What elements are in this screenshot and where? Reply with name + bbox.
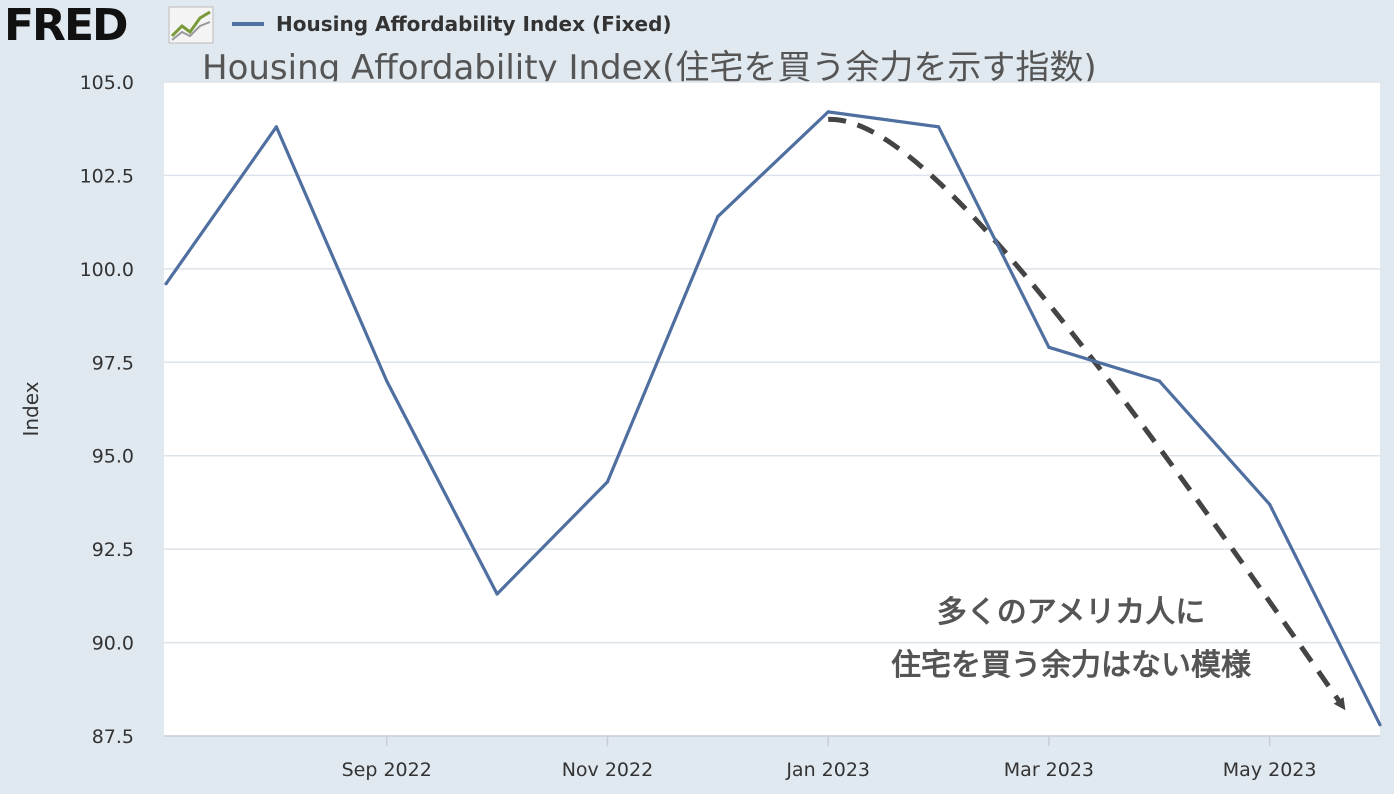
x-tick-label: Nov 2022 [562, 759, 653, 781]
x-tick-label: Mar 2023 [1004, 759, 1094, 781]
data-point [495, 592, 499, 596]
data-point [164, 282, 168, 286]
x-tick-label: Sep 2022 [342, 759, 432, 781]
data-point [1157, 379, 1161, 383]
fred-logo[interactable]: FRED [4, 0, 129, 51]
data-point [385, 379, 389, 383]
data-point [1268, 502, 1272, 506]
y-tick-label: 87.5 [92, 726, 134, 748]
data-point [1378, 723, 1382, 727]
y-tick-label: 92.5 [92, 539, 134, 561]
y-tick-label: 90.0 [92, 633, 134, 655]
annotation-line-2: 住宅を買う余力はない模様 [891, 648, 1252, 683]
annotation-line-1: 多くのアメリカ人に [937, 595, 1206, 630]
plot-area [164, 82, 1380, 736]
x-tick-label: Jan 2023 [785, 759, 870, 781]
y-tick-label: 102.5 [80, 165, 134, 187]
data-point [274, 125, 278, 129]
data-point [605, 480, 610, 484]
grid-lines [164, 81, 1380, 737]
legend-label: Housing Affordability Index (Fixed) [276, 12, 672, 36]
legend-swatch [232, 22, 264, 26]
data-point [826, 110, 830, 114]
legend[interactable]: Housing Affordability Index (Fixed) [232, 12, 672, 36]
x-axis: Sep 2022 Nov 2022 Jan 2023 Mar 2023 May 2023 [342, 736, 1317, 781]
y-tick-label: 95.0 [92, 446, 134, 468]
data-point [936, 125, 941, 129]
y-axis: 105.0 102.5 100.0 97.5 95.0 92.5 90.0 87.5 [80, 72, 134, 748]
data-point [716, 214, 720, 219]
y-tick-label: 105.0 [80, 72, 134, 94]
trend-arrow [828, 116, 1346, 711]
x-tick-label: May 2023 [1223, 759, 1317, 781]
y-tick-label: 97.5 [92, 352, 134, 374]
y-axis-label: Index [19, 381, 43, 436]
y-tick-label: 100.0 [80, 259, 134, 281]
series-line [164, 110, 1382, 726]
data-point [1047, 345, 1051, 349]
chart-line-icon [168, 6, 214, 44]
